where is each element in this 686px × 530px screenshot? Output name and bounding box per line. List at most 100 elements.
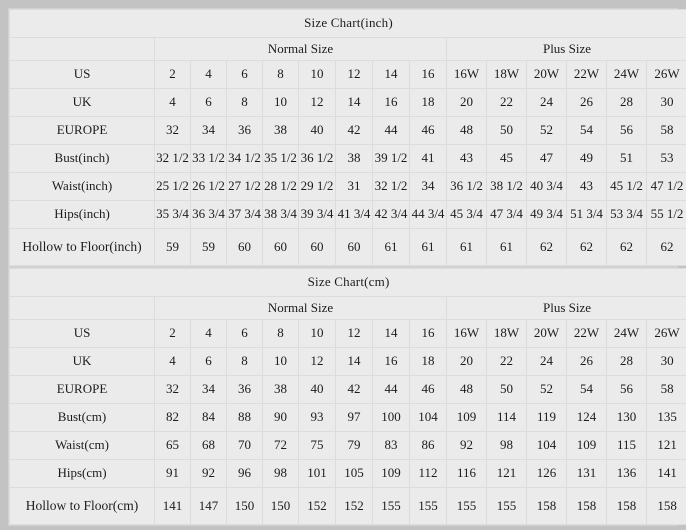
inch-title-row: Size Chart(inch) bbox=[9, 9, 686, 38]
row-label-waist: Waist(inch) bbox=[9, 172, 155, 201]
inch-group-normal-size: Normal Size bbox=[154, 37, 447, 61]
cell: 62 bbox=[646, 228, 686, 266]
cell: 44 bbox=[372, 375, 410, 404]
cell: 60 bbox=[262, 228, 299, 266]
cell: 121 bbox=[645, 431, 686, 460]
cell: 36 bbox=[226, 375, 263, 404]
cell: 101 bbox=[298, 459, 336, 488]
cell: 18W bbox=[486, 319, 527, 348]
cell: 36 1/2 bbox=[446, 172, 487, 201]
cell: 56 bbox=[606, 375, 647, 404]
cell: 16 bbox=[409, 60, 447, 89]
size-chart-cm: Size Chart(cm) Normal Size Plus Size US … bbox=[8, 267, 686, 526]
cell: 36 1/2 bbox=[298, 144, 336, 173]
cell: 12 bbox=[335, 60, 373, 89]
cell: 20W bbox=[526, 60, 567, 89]
cell: 152 bbox=[298, 487, 336, 525]
cell: 10 bbox=[298, 60, 336, 89]
cell: 90 bbox=[262, 403, 299, 432]
cell: 27 1/2 bbox=[226, 172, 263, 201]
cell: 42 3/4 bbox=[372, 200, 410, 229]
cell: 61 bbox=[486, 228, 527, 266]
cell: 62 bbox=[606, 228, 647, 266]
cell: 124 bbox=[566, 403, 607, 432]
cell: 35 1/2 bbox=[262, 144, 299, 173]
cell: 42 bbox=[335, 375, 373, 404]
cell: 104 bbox=[526, 431, 567, 460]
cm-chart-title: Size Chart(cm) bbox=[8, 268, 686, 297]
cell: 158 bbox=[566, 487, 607, 525]
cell: 59 bbox=[154, 228, 191, 266]
table-row: Bust(cm) 82 84 88 90 93 97 100 104 109 1… bbox=[9, 403, 686, 432]
cell: 32 1/2 bbox=[154, 144, 191, 173]
cell: 38 bbox=[262, 375, 299, 404]
cell: 54 bbox=[566, 375, 607, 404]
cell: 109 bbox=[566, 431, 607, 460]
cell: 6 bbox=[226, 60, 263, 89]
cell: 150 bbox=[226, 487, 263, 525]
cell: 155 bbox=[372, 487, 410, 525]
cell: 8 bbox=[226, 88, 263, 117]
cm-group-corner bbox=[9, 296, 155, 320]
cell: 126 bbox=[526, 459, 567, 488]
cell: 58 bbox=[645, 375, 686, 404]
cell: 116 bbox=[446, 459, 487, 488]
inch-group-plus-size: Plus Size bbox=[446, 37, 686, 61]
cell: 38 3/4 bbox=[262, 200, 299, 229]
cell: 26 bbox=[566, 347, 607, 376]
cell: 46 bbox=[409, 375, 447, 404]
cell: 32 bbox=[154, 116, 191, 145]
cell: 18 bbox=[409, 347, 447, 376]
cell: 92 bbox=[446, 431, 487, 460]
inch-group-corner bbox=[9, 37, 155, 61]
cell: 141 bbox=[154, 487, 191, 525]
cell: 2 bbox=[154, 319, 191, 348]
cell: 49 bbox=[566, 144, 607, 173]
cell: 109 bbox=[446, 403, 487, 432]
cell: 61 bbox=[446, 228, 487, 266]
cell: 43 bbox=[566, 172, 607, 201]
cell: 34 1/2 bbox=[226, 144, 263, 173]
cell: 155 bbox=[486, 487, 527, 525]
cell: 75 bbox=[298, 431, 336, 460]
cm-group-normal-size: Normal Size bbox=[154, 296, 447, 320]
inch-table-body: Size Chart(inch) Normal Size Plus Size U… bbox=[9, 9, 686, 266]
row-label-europe: EUROPE bbox=[9, 116, 155, 145]
cell: 130 bbox=[606, 403, 647, 432]
table-row: US 2 4 6 8 10 12 14 16 16W 18W 20W 22W 2… bbox=[9, 60, 686, 89]
cell: 4 bbox=[154, 347, 191, 376]
cell: 58 bbox=[646, 116, 686, 145]
cell: 22W bbox=[566, 60, 607, 89]
cell: 36 bbox=[226, 116, 263, 145]
cell: 39 3/4 bbox=[298, 200, 336, 229]
cell: 100 bbox=[372, 403, 410, 432]
row-label-hollow-to-floor: Hollow to Floor(cm) bbox=[9, 487, 155, 525]
cell: 4 bbox=[154, 88, 191, 117]
row-label-us: US bbox=[9, 60, 155, 89]
cell: 12 bbox=[335, 319, 373, 348]
size-chart-inch: Size Chart(inch) Normal Size Plus Size U… bbox=[8, 8, 686, 267]
row-label-hips: Hips(cm) bbox=[9, 459, 155, 488]
cell: 38 bbox=[335, 144, 373, 173]
cell: 41 3/4 bbox=[335, 200, 373, 229]
cell: 35 3/4 bbox=[154, 200, 191, 229]
cell: 60 bbox=[298, 228, 336, 266]
cell: 22 bbox=[486, 88, 527, 117]
cell: 115 bbox=[606, 431, 647, 460]
table-row: UK 4 6 8 10 12 14 16 18 20 22 24 26 28 3… bbox=[9, 88, 686, 117]
cell: 114 bbox=[486, 403, 527, 432]
cell: 48 bbox=[446, 375, 487, 404]
cell: 30 bbox=[645, 347, 686, 376]
cell: 32 bbox=[154, 375, 191, 404]
cell: 79 bbox=[335, 431, 373, 460]
cell: 39 1/2 bbox=[372, 144, 410, 173]
cell: 14 bbox=[335, 347, 373, 376]
cell: 45 1/2 bbox=[606, 172, 647, 201]
cell: 53 3/4 bbox=[606, 200, 647, 229]
cell: 104 bbox=[409, 403, 447, 432]
cell: 44 3/4 bbox=[409, 200, 447, 229]
cell: 14 bbox=[372, 319, 410, 348]
cell: 136 bbox=[606, 459, 647, 488]
inch-group-row: Normal Size Plus Size bbox=[9, 37, 686, 61]
cell: 52 bbox=[526, 116, 567, 145]
